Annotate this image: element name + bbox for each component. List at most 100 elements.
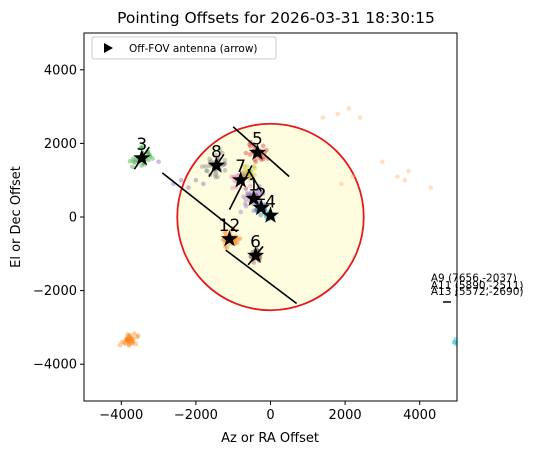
trail-point [380,159,385,165]
offset-sample-point [222,168,228,173]
x-tick-label: 4000 [403,408,436,423]
offset-sample-point [135,333,141,338]
offset-sample-point [453,336,457,342]
offset-sample-point [251,208,256,214]
offset-sample-point [246,191,251,197]
x-axis: −4000 −2000 0 2000 4000 [99,401,436,423]
antenna-label: 12 [219,216,241,236]
offset-sample-point [241,164,247,169]
offset-sample-point [258,157,264,162]
offset-sample-point [253,159,259,165]
offset-sample-point [123,341,128,346]
offset-sample-point [207,156,212,162]
offset-sample-point [199,164,205,169]
offset-sample-point [222,161,228,166]
y-tick-label: −2000 [33,284,77,299]
offset-sample-point [247,152,253,157]
offset-sample-point [204,168,209,174]
trail-point [346,106,352,111]
offset-sample-point [220,150,225,156]
offset-sample-point [452,339,457,345]
trail-point [320,115,326,120]
offset-sample-point [260,191,266,197]
offset-sample-point [237,236,243,241]
antenna-marker-star [248,143,266,160]
antenna-marker-star [133,149,151,166]
legend-box [91,36,277,60]
offset-sample-point [253,188,259,194]
offset-sample-point [206,163,212,169]
offset-sample-point [126,339,132,345]
offset-sample-point [131,159,136,165]
offset-sample-point [251,260,257,265]
offset-sample-point [260,188,265,193]
offset-sample-point [128,335,134,340]
trail-point [339,181,344,187]
offset-sample-point [117,342,123,348]
offset-sample-point [222,244,228,250]
offset-sample-point [248,144,253,149]
offset-sample-point [208,158,214,164]
offset-sample-point [252,165,258,171]
trail-point [428,185,434,190]
offset-sample-point [147,153,153,159]
offset-sample-point [130,156,136,162]
offset-sample-point [224,245,230,250]
off-fov-annotation: A9 (7656,-2037) [431,272,517,284]
offset-sample-point [243,186,249,191]
offset-sample-point [242,167,248,173]
offset-sample-point [223,230,228,236]
offset-sample-point [127,333,133,338]
trail-point [156,159,161,165]
offset-sample-point [213,170,219,176]
offset-sample-point [138,145,144,151]
offset-sample-point [243,186,249,191]
offset-sample-point [128,336,134,342]
offset-sample-point [130,338,136,343]
offset-sample-point [133,157,139,162]
offset-sample-point [238,209,243,215]
offset-sample-point [236,236,241,242]
y-tick-label: 4000 [44,63,77,78]
trail-point [186,185,191,190]
offset-sample-point [125,338,131,344]
x-tick-label: −2000 [174,408,218,423]
offset-sample-point [123,337,129,342]
antenna-marker-star [207,156,225,173]
error-line [161,172,238,233]
offset-sample-point [241,194,246,200]
offset-sample-point [133,341,138,347]
offset-sample-point [252,172,257,178]
offset-sample-point [259,190,264,196]
offset-sample-point [139,145,144,151]
x-tick-label: 0 [266,408,274,423]
offset-sample-point [451,340,457,345]
trail-point [178,177,184,183]
offset-sample-point [222,229,228,234]
offset-sample-point [129,341,134,346]
offset-sample-point [217,147,223,153]
offset-sample-point [139,163,144,168]
offset-sample-point [213,152,219,158]
offset-sample-point [243,203,249,209]
offset-sample-point [126,335,132,341]
plot-area: 12 3 4 5 6 78 12 [117,106,457,348]
offset-sample-point [121,340,127,346]
offset-sample-point [213,174,218,180]
offset-sample-point [243,201,248,206]
trail-point [335,111,340,117]
offset-sample-point [128,337,134,342]
x-tick-label: −4000 [99,408,143,423]
trail-point [193,177,199,183]
antenna-label: 7 [235,157,246,177]
offset-sample-point [125,332,130,337]
antenna-label: 4 [265,193,276,213]
offset-sample-point [243,197,249,202]
offset-sample-point [124,336,130,342]
x-axis-label: Az or RA Offset [221,431,319,446]
offset-sample-point [130,164,135,170]
antenna-marker-star [261,206,280,223]
trail-point [357,115,363,120]
offset-sample-point [247,177,253,182]
